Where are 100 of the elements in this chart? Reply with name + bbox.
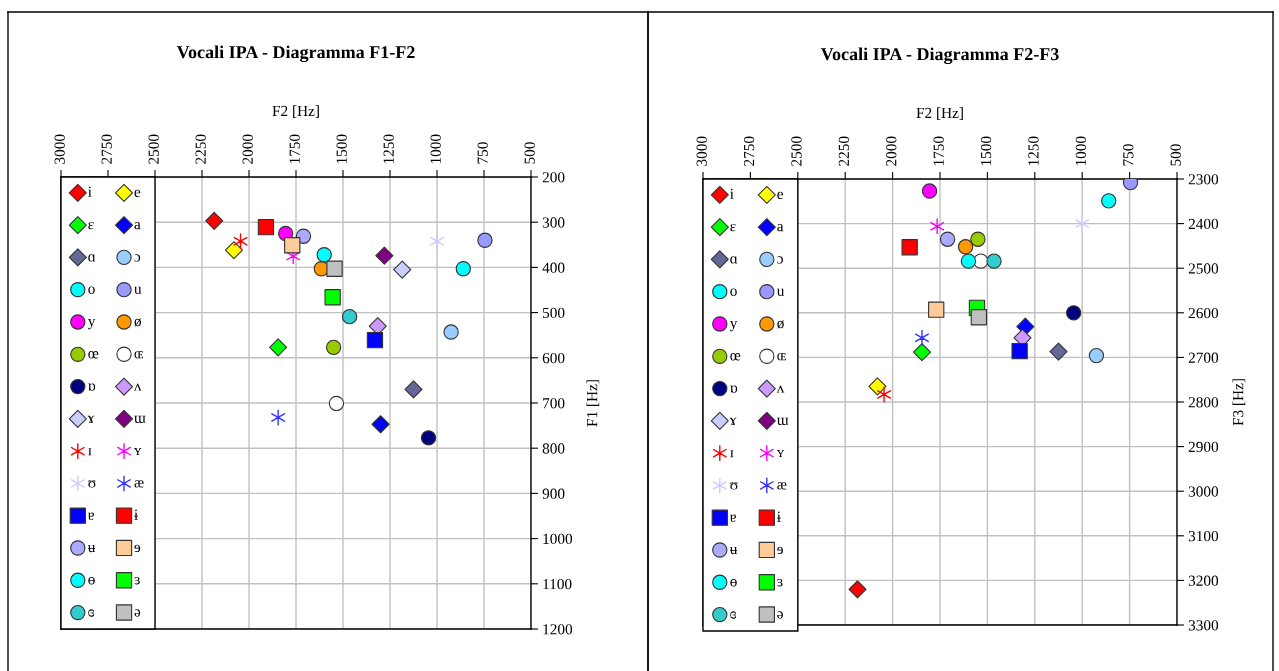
x-tick-label: 1500 [980,136,992,166]
point [1088,347,1105,364]
legend-label: ø [134,318,142,327]
legend-label: ɒ [88,383,96,391]
point [393,260,412,279]
point [928,301,945,318]
legend-label: a [777,223,784,232]
legend-label: ɑ [88,254,96,262]
x-tick-label: 3000 [54,134,65,164]
legend-label: u [776,288,785,296]
legend-label: ɔ [134,254,141,262]
legend-label: ø [777,320,784,329]
legend-label: ʏ [776,450,785,458]
legend-label: ɤ [87,415,95,424]
x-tick-label: 1250 [383,134,394,164]
x-tick-label: 3000 [696,136,707,166]
point [224,241,244,260]
legend-label: œ [88,351,99,359]
legend-label: o [88,286,95,294]
point [957,239,974,255]
legend-label: ɯ [134,415,146,424]
legend-label: ɒ [730,385,738,393]
y-tick-label: 300 [542,217,565,228]
legend-label: ɯ [776,417,789,426]
point [316,247,332,263]
point [868,377,887,396]
legend-label: ɐ [729,514,736,522]
y-tick-label: 1200 [543,624,573,635]
y-tick-label: 2300 [1188,174,1219,185]
x-tick-label: 1500 [336,134,347,164]
y-tick-label: 2500 [1188,263,1219,274]
legend-label: e [777,191,783,200]
legend-label: e [134,189,141,198]
point [986,253,1002,269]
point [328,395,345,412]
point [455,261,471,277]
point [848,580,867,599]
x-tick-label: 2750 [743,136,755,166]
point [1049,342,1068,361]
x-tick-label: 1750 [933,136,944,166]
point [284,237,301,254]
y-tick-label: 3300 [1188,620,1219,631]
x-tick-label: 2500 [791,136,802,166]
legend-label: ɛ [88,221,94,230]
y-tick-label: 700 [543,398,565,409]
x-tick-label: 500 [524,142,535,164]
y-tick-label: 3000 [1188,486,1219,497]
legend-label: œ [730,353,741,361]
x-tick-label: 1000 [430,134,441,164]
legend-label: ɛ [730,223,736,232]
point [877,386,892,403]
legend-label: ɶ [777,353,786,361]
point [366,332,384,349]
legend-label: a [134,221,141,230]
legend-label: ɪ [730,450,734,458]
point [325,339,342,356]
point [1075,215,1090,232]
point [1065,305,1082,321]
point [1011,342,1028,360]
point [205,211,224,230]
legend-label: ə [777,611,783,619]
y-tick-label: 3100 [1188,530,1219,542]
y-tick-label: 2800 [1188,397,1219,408]
point [271,409,286,426]
point [443,324,459,340]
y-tick-label: 900 [542,488,565,499]
y-tick-label: 2400 [1188,218,1219,230]
legend-label: ɞ [88,609,94,617]
legend-label: ʌ [776,385,785,393]
point [1101,193,1117,209]
point [901,239,918,256]
point [960,253,977,269]
x-tick-label: 500 [1170,144,1181,166]
y-tick-label: 800 [542,443,565,454]
legend-label: ɵ [88,577,95,585]
legend-label: æ [134,480,144,488]
legend-label: ʊ [730,482,738,490]
y-tick-label: 2600 [1188,307,1219,319]
legend-label: ʉ [87,544,96,553]
point [477,232,493,248]
point [404,380,423,399]
legend-label: i [88,186,92,197]
y-axis-title: F1 [Hz] [586,380,600,427]
y-tick-label: 2900 [1188,441,1219,453]
point [970,231,986,247]
chart-title: Vocali IPA - Diagramma F1-F2 [176,45,415,63]
legend-label: ɤ [729,417,737,426]
point [324,289,341,306]
y-tick-label: 600 [542,352,565,364]
x-tick-label: 2000 [886,136,897,166]
point [930,218,945,235]
legend-label: ʌ [133,383,142,391]
legend-label: i [730,188,734,199]
point [914,329,929,346]
legend-label: ə [134,609,141,617]
x-tick-label: 1250 [1028,136,1039,166]
legend-label: o [730,288,737,296]
y-tick-label: 2700 [1188,352,1219,363]
point [921,183,938,199]
y-tick-label: 1100 [543,578,572,590]
